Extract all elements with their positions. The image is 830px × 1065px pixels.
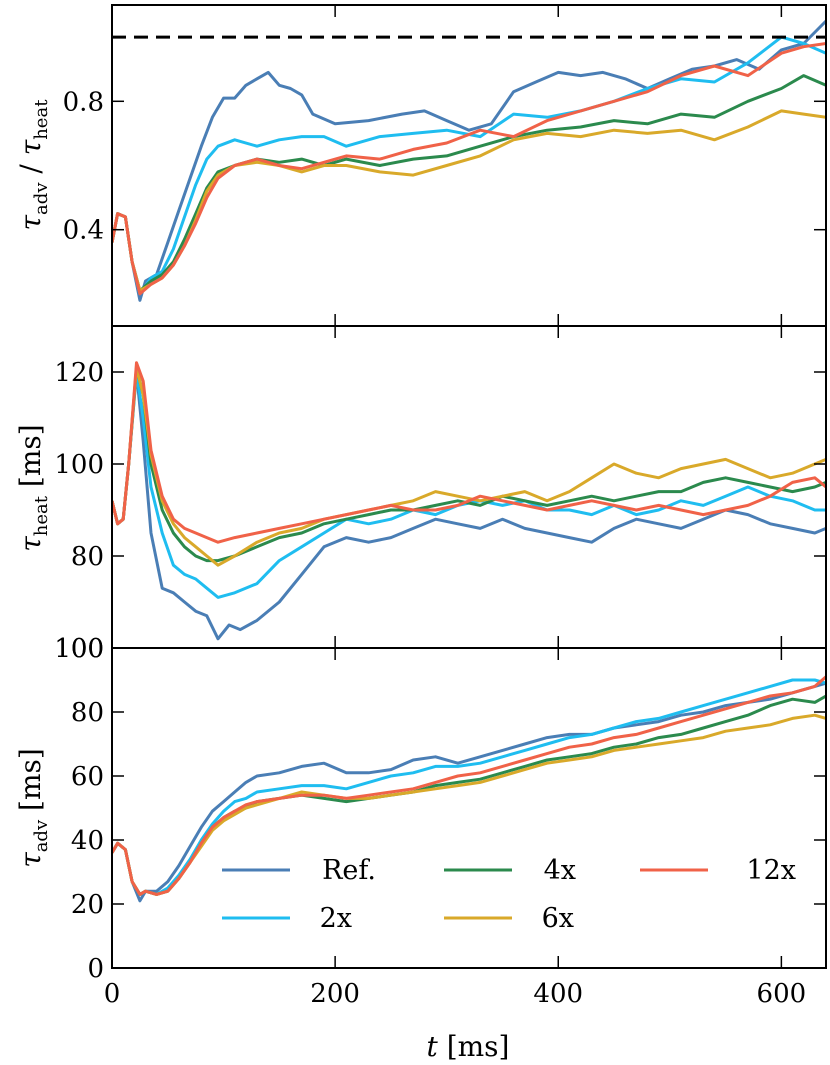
shared-x-axis: 0 200 400 600 — [104, 979, 806, 1009]
y-axis-label-ratio: τadv / τheat — [14, 99, 52, 231]
legend: Ref. 4x 12x 2x 6x — [222, 855, 796, 934]
xtick-label-1: 200 — [310, 979, 360, 1009]
ytick-label-adv-5: 100 — [54, 634, 104, 664]
panel-adv-lines — [112, 675, 826, 903]
series-line-adv-4x — [112, 694, 826, 896]
panel-adv: 0 20 40 60 80 100 — [54, 634, 827, 984]
panel-frame-adv — [111, 647, 827, 969]
y-axis-label-adv: τadv [ms] — [14, 748, 52, 868]
series-line-ratio-2x — [112, 35, 826, 296]
legend-label-6x: 6x — [542, 903, 574, 934]
panel-heat: 100 80 100 120 — [54, 325, 827, 664]
series-line-heat-6x — [112, 365, 826, 567]
y-axis-labels: τadv / τheat τheat [ms] τadv [ms] — [14, 99, 52, 868]
legend-label-4x: 4x — [544, 855, 576, 886]
panel-heat-lines — [112, 361, 826, 641]
xtick-label-0: 0 — [104, 979, 121, 1009]
ytick-label-adv-0: 0 — [87, 954, 104, 984]
series-line-adv-ref — [112, 681, 826, 903]
panel-ratio-lines — [112, 19, 826, 302]
series-line-heat-ref — [112, 370, 826, 641]
xtick-label-2: 400 — [533, 979, 583, 1009]
ytick-label-adv-2: 40 — [71, 826, 104, 856]
ytick-label-heat-0: 100 — [54, 634, 104, 664]
legend-label-ref: Ref. — [322, 855, 376, 886]
ytick-label-ratio-0: 0.4 — [63, 216, 104, 246]
ytick-label-adv-4: 80 — [71, 698, 104, 728]
x-axis-label: t [ms] — [427, 1030, 510, 1063]
panel-frame-heat — [111, 325, 827, 649]
ytick-label-ratio-1: 0.8 — [63, 87, 104, 117]
ytick-label-heat-1: 80 — [71, 542, 104, 572]
series-line-adv-2x — [112, 678, 826, 896]
series-line-ratio-6x — [112, 109, 826, 293]
series-line-heat-4x — [112, 365, 826, 563]
series-line-heat-12x — [112, 361, 826, 544]
legend-label-12x: 12x — [746, 855, 796, 886]
panel-frame-ratio — [111, 4, 827, 327]
xtick-label-3: 600 — [757, 979, 807, 1009]
series-line-heat-2x — [112, 370, 826, 599]
series-line-adv-12x — [112, 675, 826, 896]
ytick-label-heat-3: 120 — [54, 358, 104, 388]
ytick-label-adv-3: 60 — [71, 762, 104, 792]
series-line-ratio-12x — [112, 42, 826, 296]
ytick-label-adv-1: 20 — [71, 890, 104, 920]
legend-label-2x: 2x — [320, 903, 352, 934]
panel-ratio: 0.4 0.8 — [63, 4, 827, 327]
ytick-label-heat-2: 100 — [54, 450, 104, 480]
y-axis-label-heat: τheat [ms] — [14, 424, 52, 551]
series-line-ratio-ref — [112, 19, 826, 302]
